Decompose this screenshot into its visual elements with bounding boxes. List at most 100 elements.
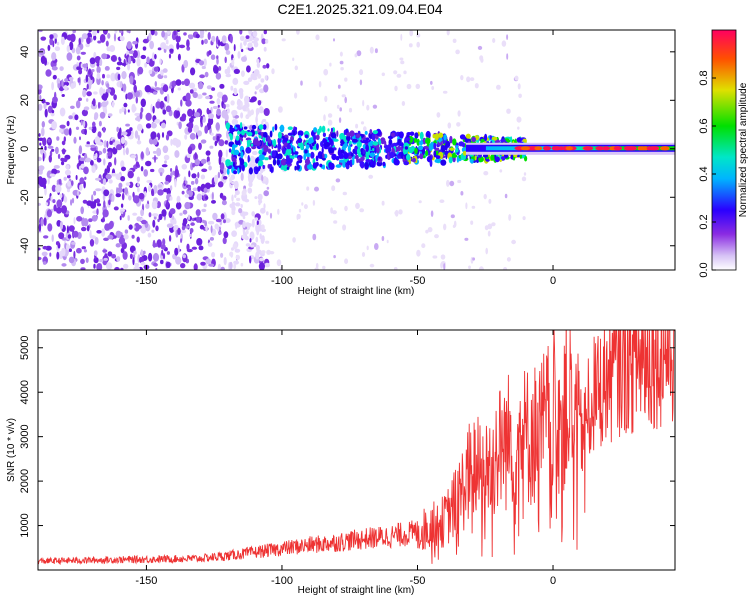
snr-ytick-label: 2000 bbox=[19, 469, 31, 493]
heatmap-noise-cell bbox=[107, 161, 112, 168]
heatmap-faint-cell bbox=[381, 72, 385, 77]
heatmap-noise-cell bbox=[38, 223, 42, 232]
heatmap-noise-cell bbox=[86, 225, 90, 232]
heatmap-noise-cell bbox=[96, 208, 99, 216]
heatmap-noise-cell bbox=[165, 105, 172, 113]
heatmap-noise-cell bbox=[140, 54, 146, 60]
heatmap-noise-cell bbox=[154, 31, 158, 36]
heatmap-noise-cell bbox=[190, 67, 196, 76]
heatmap-noise-cell bbox=[149, 40, 155, 50]
snr-xlabel: Height of straight line (km) bbox=[298, 585, 415, 596]
heatmap-noise-cell bbox=[249, 155, 255, 164]
heatmap-faint-cell bbox=[386, 239, 389, 244]
heatmap-signal-cell bbox=[293, 130, 296, 137]
heatmap-signal-cell bbox=[274, 123, 278, 131]
heatmap-noise-cell bbox=[189, 89, 194, 94]
heatmap-noise-cell bbox=[200, 115, 203, 121]
heatmap-signal-cell bbox=[346, 135, 351, 142]
heatmap-peak-cell bbox=[613, 146, 623, 151]
heatmap-noise-cell bbox=[185, 99, 192, 107]
heatmap-signal-cell bbox=[364, 149, 370, 156]
heatmap-noise-cell bbox=[198, 60, 205, 66]
heatmap-signal-cell bbox=[323, 153, 328, 159]
heatmap-noise-cell bbox=[194, 217, 197, 221]
heatmap-noise-cell bbox=[237, 51, 241, 59]
heatmap-noise-cell bbox=[80, 63, 84, 69]
heatmap-band-core bbox=[485, 146, 675, 151]
heatmap-noise-cell bbox=[96, 263, 103, 270]
heatmap-noise-cell bbox=[80, 267, 86, 270]
heatmap-noise-cell bbox=[205, 196, 209, 200]
heatmap-noise-cell bbox=[101, 228, 106, 237]
heatmap-noise-cell bbox=[157, 184, 163, 188]
heatmap-noise-cell bbox=[119, 81, 123, 89]
heatmap-noise-cell bbox=[225, 50, 231, 55]
heatmap-noise-cell bbox=[205, 95, 211, 100]
heatmap-faint-cell bbox=[488, 198, 492, 204]
heatmap-faint-cell bbox=[344, 258, 349, 265]
heatmap-noise-cell bbox=[182, 209, 188, 215]
heatmap-faint-cell bbox=[324, 95, 328, 103]
heatmap-faint-cell bbox=[292, 237, 296, 243]
heatmap-noise-cell bbox=[119, 215, 122, 221]
heatmap-noise-cell bbox=[153, 215, 157, 220]
heatmap-noise-cell bbox=[109, 87, 116, 96]
heatmap-noise-cell bbox=[154, 81, 157, 87]
heatmap-noise-cell bbox=[116, 126, 119, 132]
heatmap-noise-cell bbox=[233, 44, 236, 52]
heatmap-faint-cell bbox=[470, 220, 474, 225]
heatmap-noise-cell bbox=[219, 83, 225, 89]
heatmap-noise-cell bbox=[106, 74, 111, 79]
heatmap-noise-cell bbox=[207, 32, 211, 40]
heatmap-noise-cell bbox=[79, 184, 83, 191]
heatmap-faint-cell bbox=[400, 33, 403, 41]
heatmap-noise-cell bbox=[60, 36, 65, 45]
heatmap-noise-cell bbox=[193, 124, 200, 133]
heatmap-signal-cell bbox=[438, 132, 444, 138]
heatmap-noise-cell bbox=[261, 38, 267, 45]
heatmap-noise-cell bbox=[132, 257, 135, 266]
heatmap-noise-cell bbox=[262, 118, 267, 123]
heatmap-faint-cell bbox=[427, 227, 433, 233]
heatmap-noise-cell bbox=[246, 125, 250, 129]
heatmap-signal-cell bbox=[348, 140, 352, 145]
heatmap-noise-cell bbox=[105, 88, 112, 93]
heatmap-faint-cell bbox=[425, 229, 429, 234]
heatmap-noise-cell bbox=[111, 253, 117, 259]
heatmap-noise-cell bbox=[157, 218, 160, 223]
heatmap-noise-cell bbox=[96, 30, 100, 34]
heatmap-noise-cell bbox=[218, 156, 222, 166]
heatmap-noise-cell bbox=[263, 46, 267, 52]
heatmap-noise-cell bbox=[99, 87, 104, 96]
heatmap-noise-cell bbox=[263, 203, 266, 210]
heatmap-noise-cell bbox=[133, 265, 140, 270]
heatmap-signal-cell bbox=[404, 146, 409, 150]
heatmap-noise-cell bbox=[95, 188, 102, 192]
heatmap-peak-cell bbox=[528, 146, 537, 151]
heatmap-signal-cell bbox=[414, 147, 418, 154]
heatmap-noise-cell bbox=[146, 56, 150, 64]
heatmap-noise-cell bbox=[85, 157, 91, 163]
heatmap-noise-cell bbox=[93, 190, 97, 196]
colorbar-tick-label: 0.6 bbox=[698, 118, 710, 133]
heatmap-noise-cell bbox=[90, 235, 97, 240]
heatmap-noise-cell bbox=[225, 149, 228, 158]
heatmap-signal-cell bbox=[444, 144, 448, 151]
heatmap-noise-cell bbox=[176, 42, 180, 50]
heatmap-noise-cell bbox=[257, 193, 263, 201]
heatmap-noise-cell bbox=[175, 79, 182, 86]
heatmap-signal-cell bbox=[296, 160, 299, 167]
heatmap-signal-cell bbox=[343, 152, 349, 160]
heatmap-signal-cell bbox=[471, 136, 476, 143]
heatmap-signal-cell bbox=[277, 131, 282, 139]
heatmap-noise-cell bbox=[169, 208, 176, 215]
heatmap-noise-cell bbox=[124, 229, 129, 234]
heatmap-noise-cell bbox=[211, 191, 214, 201]
heatmap-faint-cell bbox=[460, 75, 464, 81]
heatmap-signal-cell bbox=[240, 151, 244, 159]
heatmap-noise-cell bbox=[158, 213, 163, 221]
heatmap-faint-cell bbox=[465, 202, 468, 210]
heatmap-noise-cell bbox=[96, 230, 102, 234]
heatmap-faint-cell bbox=[245, 115, 249, 119]
heatmap-signal-cell bbox=[365, 144, 369, 152]
